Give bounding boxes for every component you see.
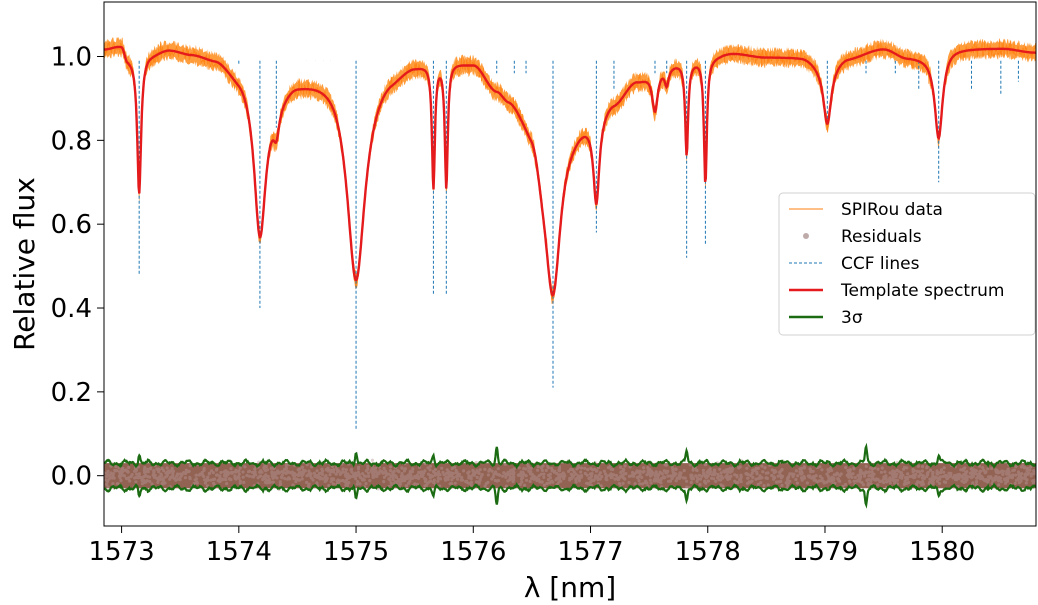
y-tick-label: 1.0	[51, 42, 92, 72]
plot-frame	[103, 1, 1037, 527]
spirou-data-line	[104, 38, 1036, 304]
legend-entry: Residuals	[803, 227, 922, 247]
x-tick-label: 1580	[909, 537, 975, 567]
legend-entry: Template spectrum	[789, 281, 1004, 301]
legend-entry: CCF lines	[789, 254, 920, 274]
y-tick-label: 0.8	[51, 126, 92, 156]
legend-label: CCF lines	[841, 254, 920, 274]
residual-dots	[104, 458, 1036, 492]
x-tick-label: 1575	[323, 537, 389, 567]
legend-label: 3σ	[841, 308, 863, 328]
y-axis-label: Relative flux	[8, 177, 41, 351]
y-tick-label: 0.6	[51, 210, 92, 240]
x-tick-label: 1578	[675, 537, 741, 567]
spirou-data-band	[104, 37, 1036, 305]
y-tick-label: 0.0	[51, 462, 92, 492]
x-tick-label: 1577	[557, 537, 623, 567]
legend-marker	[803, 233, 809, 239]
x-tick-label: 1574	[206, 537, 272, 567]
legend-label: SPIRou data	[841, 200, 943, 220]
legend-entry: 3σ	[789, 308, 863, 328]
x-tick-label: 1579	[792, 537, 858, 567]
spirou-data-layer	[104, 37, 1036, 305]
template-spectrum-layer	[104, 45, 1036, 297]
y-tick-label: 0.2	[51, 378, 92, 408]
x-axis-label: λ [nm]	[524, 571, 616, 604]
x-tick-label: 1576	[440, 537, 506, 567]
legend-entry: SPIRou data	[789, 200, 943, 220]
y-axis-ticks: 0.0 0.2 0.4 0.6 0.8 1.0	[51, 42, 104, 492]
residuals-layer	[104, 458, 1036, 492]
legend-label: Template spectrum	[840, 281, 1004, 301]
residual-band	[104, 463, 1036, 489]
y-tick-label: 0.4	[51, 294, 92, 324]
three-sigma-lower	[104, 482, 1036, 509]
legend-label: Residuals	[841, 227, 922, 247]
x-axis-ticks: 1573 1574 1575 1576 1577 1578 1579 1580	[88, 526, 975, 567]
legend-box	[778, 192, 1036, 336]
three-sigma-upper	[104, 442, 1036, 470]
template-spectrum-line	[104, 45, 1036, 297]
x-tick-label: 1573	[88, 537, 154, 567]
three-sigma-layer	[104, 442, 1036, 509]
chart-legend: SPIRou data Residuals CCF lines Template sp…	[778, 192, 1036, 336]
